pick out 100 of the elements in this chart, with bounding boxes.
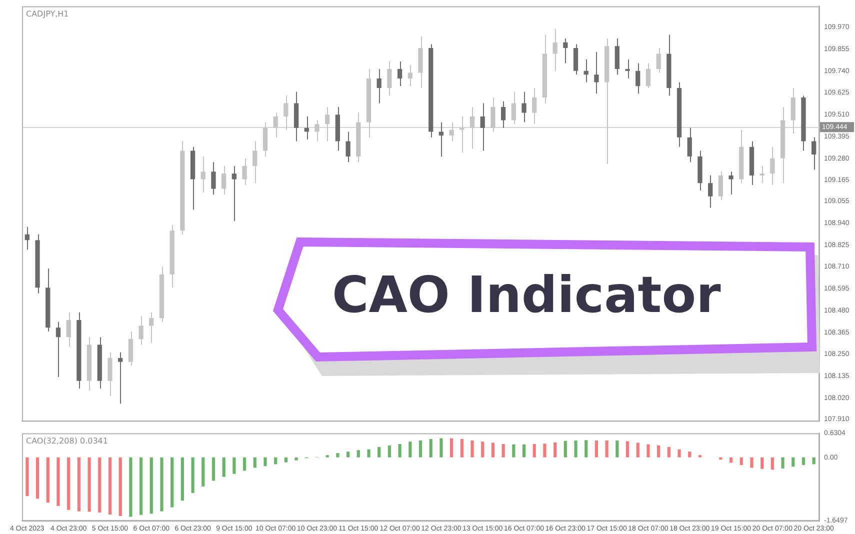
bar: [284, 457, 288, 462]
bar: [232, 457, 236, 474]
candlestick: [408, 64, 412, 87]
bar: [554, 442, 557, 458]
bar: [139, 457, 143, 515]
candlestick: [325, 106, 330, 142]
text: CADJPY,H1: [26, 9, 69, 18]
candlestick: [770, 146, 775, 186]
bar: [129, 457, 132, 517]
bar: [470, 440, 474, 458]
candlestick: [211, 162, 216, 195]
bar: [646, 444, 650, 458]
bar: [253, 457, 256, 468]
bar: [760, 457, 764, 469]
bar: [67, 457, 70, 510]
candlestick: [500, 100, 506, 128]
candlestick: [138, 316, 144, 346]
bar: [512, 444, 516, 458]
bar: [264, 457, 267, 466]
bar: [802, 457, 806, 466]
candlestick: [552, 28, 558, 72]
candlestick: [242, 158, 247, 186]
candlestick: [449, 122, 454, 142]
candlestick: [480, 102, 485, 152]
candlestick: [284, 95, 288, 130]
bar: [626, 441, 630, 458]
candlestick: [128, 330, 134, 366]
candlestick: [66, 312, 71, 348]
candlestick: [594, 51, 599, 94]
candlestick: [573, 44, 578, 76]
bar: [336, 453, 340, 458]
bar: [46, 457, 50, 503]
bar: [543, 444, 546, 458]
candlestick: [614, 38, 620, 76]
bar: [657, 445, 660, 458]
bar: [532, 444, 536, 458]
bar: [440, 438, 443, 458]
candlestick: [656, 48, 661, 74]
bar: [150, 457, 153, 514]
candlestick: [262, 122, 268, 157]
candlestick: [149, 312, 154, 344]
bar: [450, 438, 454, 458]
bar: [388, 445, 391, 458]
bar: [191, 457, 194, 494]
bar: [770, 457, 774, 470]
candlestick: [522, 91, 526, 123]
bar: [616, 440, 619, 458]
bar: [202, 457, 205, 486]
bar: [522, 444, 526, 458]
candlestick: [387, 60, 392, 96]
candlestick: [728, 171, 734, 195]
candlestick: [490, 96, 496, 132]
bar: [502, 444, 505, 458]
bar: [160, 457, 164, 512]
candlestick: [24, 226, 30, 250]
candlestick: [108, 352, 112, 397]
bar: [740, 457, 743, 466]
candlestick: [314, 120, 320, 142]
candlestick: [625, 58, 630, 79]
bar: [108, 457, 112, 514]
candlestick: [200, 156, 206, 194]
bar: [605, 440, 608, 458]
candlestick: [687, 127, 692, 163]
annotation: CAO Indicator: [332, 266, 721, 324]
text: CAO(32,208) 0.0341: [26, 436, 108, 446]
bar: [356, 450, 360, 458]
bar: [36, 457, 40, 499]
bar: [792, 457, 795, 467]
candlestick: [438, 122, 444, 157]
bar: [460, 438, 464, 458]
bar: [294, 457, 298, 460]
candlestick: [222, 165, 226, 195]
bar: [367, 449, 370, 458]
candlestick: [563, 38, 568, 64]
bar: [98, 457, 102, 513]
bar: [594, 440, 598, 458]
candlestick: [708, 174, 713, 208]
bar: [491, 442, 495, 458]
candlestick: [718, 171, 723, 201]
candlestick: [56, 321, 61, 378]
candlestick: [460, 116, 464, 154]
bar: [118, 457, 122, 516]
bar: [750, 457, 754, 468]
bar: [678, 449, 681, 458]
bar: [429, 438, 432, 458]
bar: [418, 440, 422, 458]
bar: [408, 442, 412, 458]
candlestick: [636, 62, 640, 94]
bar: [481, 442, 484, 458]
bar: [564, 440, 567, 458]
candlestick: [511, 91, 516, 125]
bar: [170, 457, 174, 508]
bar: [77, 457, 80, 512]
bar: [346, 452, 350, 458]
candlestick: [252, 140, 258, 184]
candlestick: [811, 136, 816, 170]
candlestick: [118, 352, 123, 404]
bar: [584, 440, 588, 458]
candlestick: [273, 112, 278, 138]
bar: [378, 447, 381, 458]
